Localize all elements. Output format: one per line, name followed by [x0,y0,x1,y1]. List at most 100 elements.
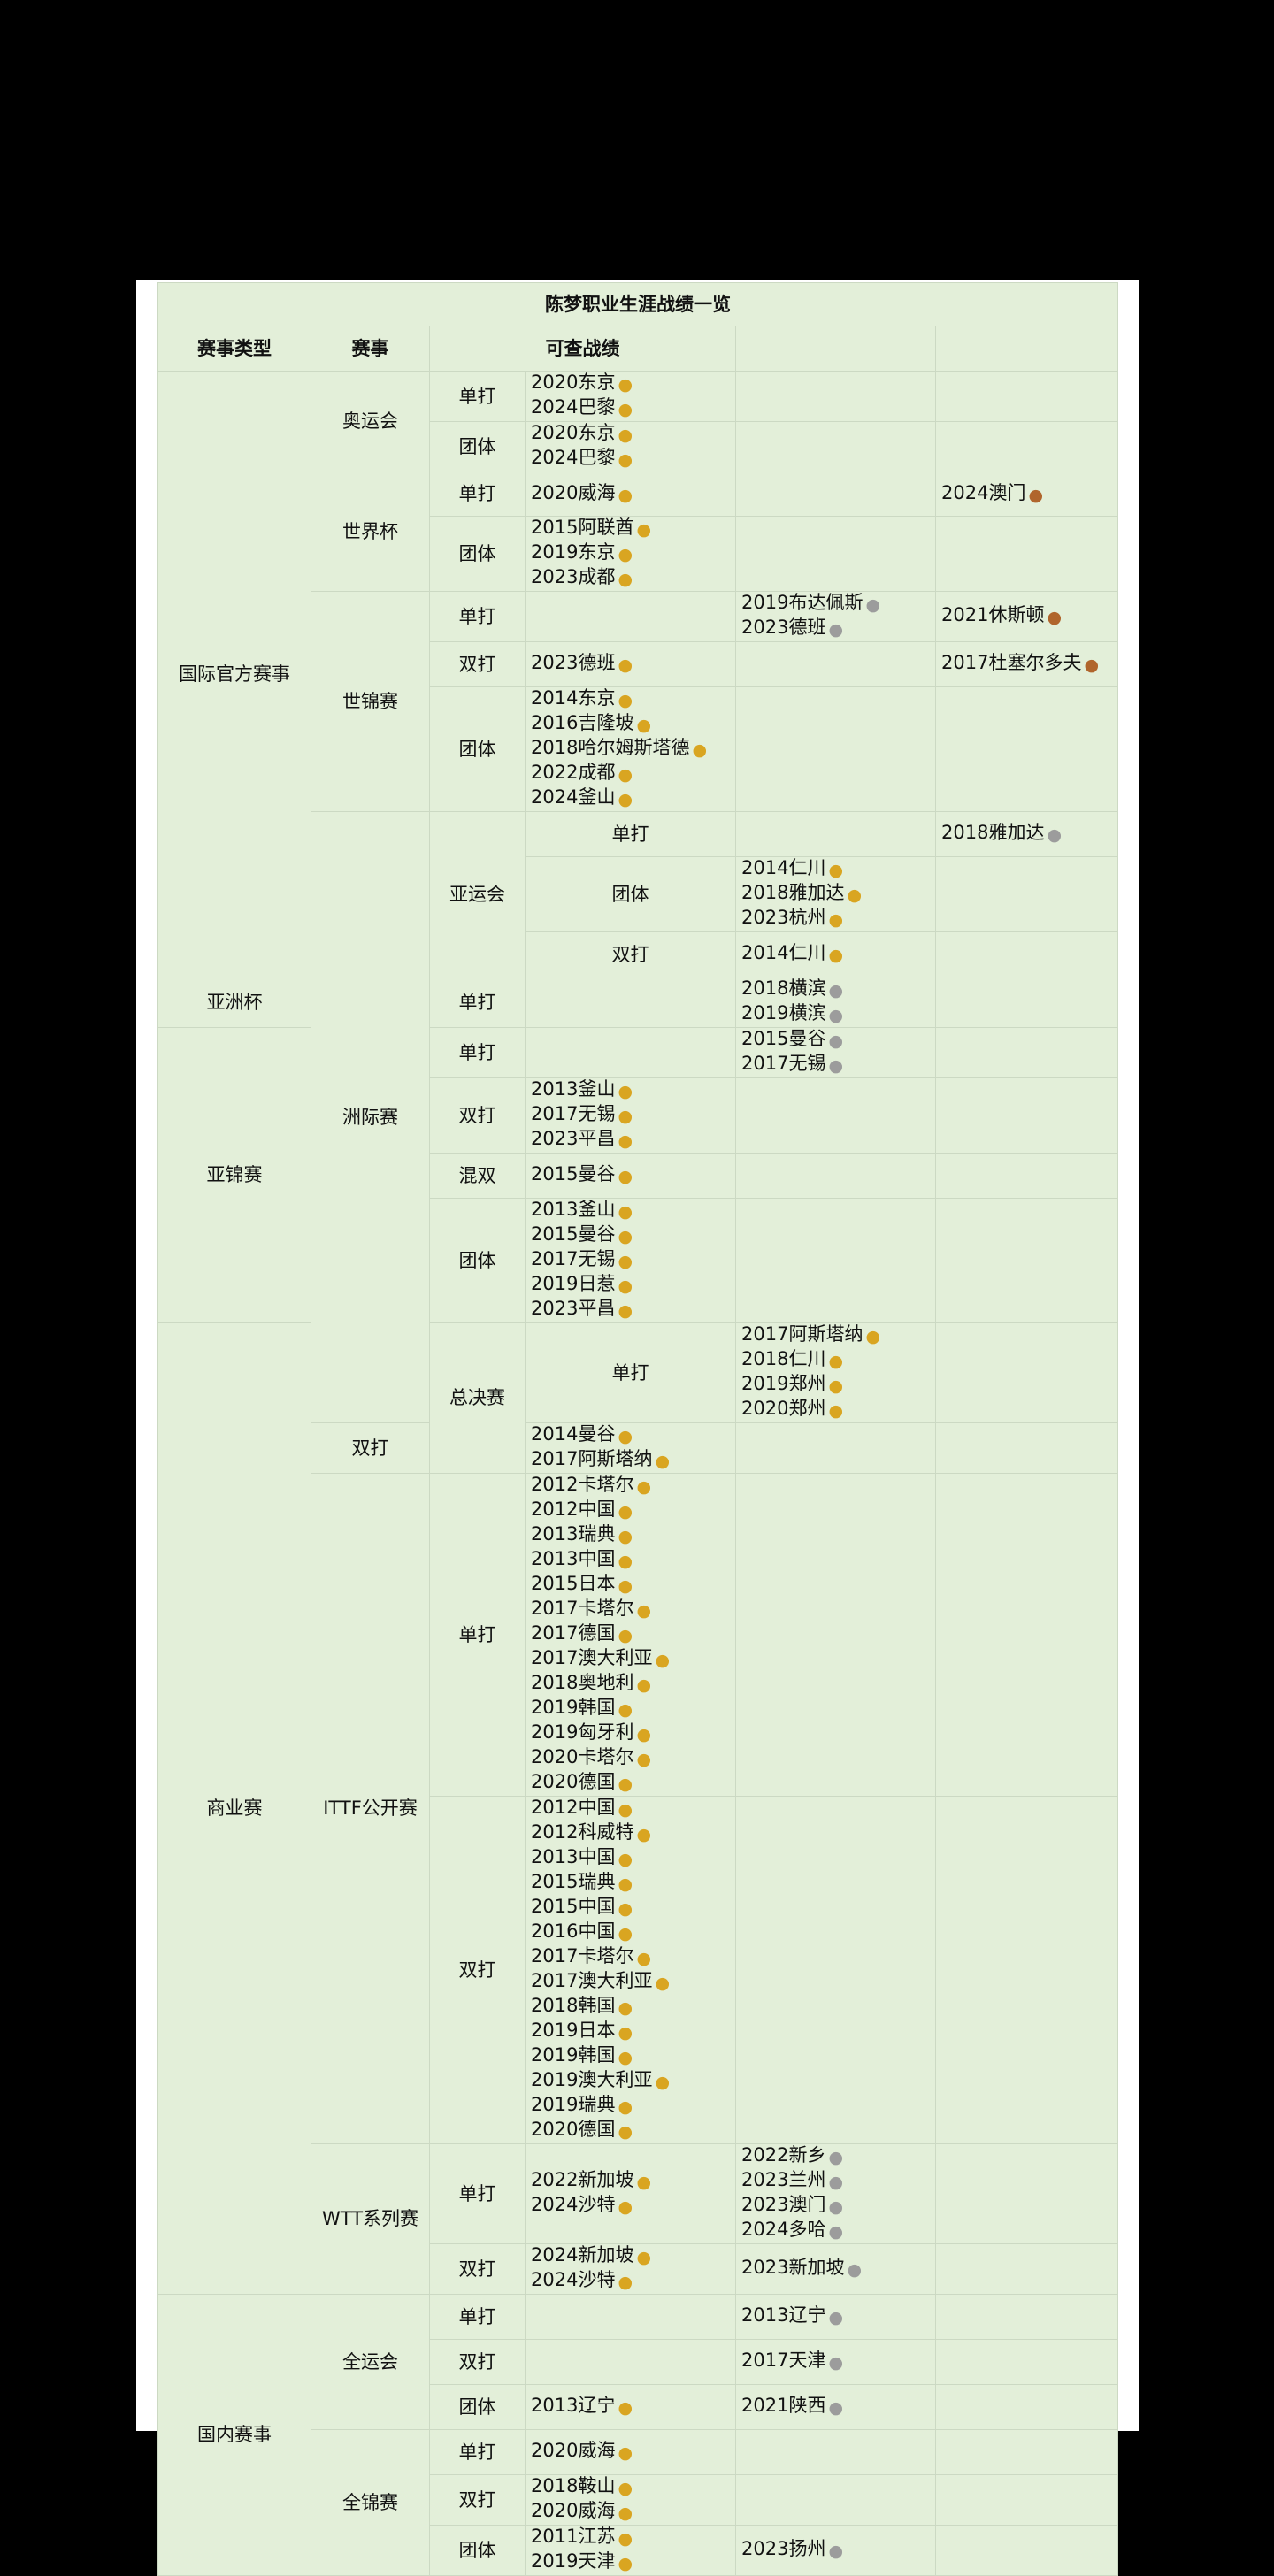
result-entry: 2017卡塔尔 ● [531,1598,735,1622]
bronze-results-cell [934,421,1119,472]
table-row: 亚锦赛 单打 2015曼谷 ● 2017无锡 ● [157,1027,1119,1323]
result-text: 2023平昌 [531,1298,616,1319]
discipline-cell: 团体 [429,421,526,472]
bronze-results-cell: 2017杜塞尔多夫 ● [934,641,1119,687]
result-text: 2020东京 [531,422,616,444]
discipline-cell: 单打 [525,1322,736,1423]
silver-results-cell [735,371,936,422]
bronze-results-cell [934,1796,1119,2144]
table-row: 亚洲杯 单打 2018横滨 ● 2019横滨 ● [157,977,1119,1028]
result-text: 2017卡塔尔 [531,1598,634,1619]
result-entry: 2017无锡 ● [741,1053,935,1077]
result-entry: 2015日本 ● [531,1573,735,1598]
gold-medal-icon: ● [618,2398,633,2418]
table-row: 国内赛事 全运会 单打 2013辽宁 ● [157,2294,1119,2576]
event-type-cell: 国内赛事 [157,2294,311,2576]
silver-results-cell: 2022新乡 ● 2023兰州 ● 2023澳门 ● 2024多哈 ● [735,2143,936,2244]
result-entry: 2020威海 ● [531,2440,735,2465]
result-entry: 2020威海 ● [531,482,735,507]
discipline-cell: 团体 [429,2384,526,2430]
gold-medal-icon: ● [618,1527,633,1546]
gold-medal-icon: ● [618,765,633,785]
bronze-results-cell [934,2294,1119,2340]
gold-results-cell: 2017阿斯塔纳 ● 2018仁川 ● 2019郑州 ● 2020郑州 ● [735,1322,936,1423]
discipline-cell: 双打 [525,932,736,978]
gold-medal-icon: ● [618,1800,633,1820]
gold-medal-icon: ● [618,426,633,445]
result-text: 2023德班 [531,652,616,673]
gold-medal-icon: ● [618,1775,633,1794]
silver-results-cell: 2018雅加达 ● [934,811,1119,857]
event-name-cell: 亚锦赛 [157,1027,311,1323]
discipline-cell: 单打 [429,472,526,517]
event-type-cell: 洲际赛 [311,811,430,1423]
silver-results-cell [735,421,936,472]
gold-results-cell: 2014曼谷 ● 2017阿斯塔纳 ● [525,1422,736,1474]
header-empty-silver [735,326,936,372]
result-entry: 2021休斯顿 ● [941,604,1117,629]
bronze-results-cell [934,1077,1119,1154]
result-text: 2017阿斯塔纳 [741,1323,863,1346]
silver-results-cell: 2013辽宁 ● [735,2294,936,2340]
result-entry: 2019瑞典 ● [531,2094,735,2119]
result-entry: 2024巴黎 ● [531,396,735,421]
title-row: 陈梦职业生涯战绩一览 [157,282,1119,326]
gold-medal-icon: ● [618,2273,633,2292]
gold-results-cell: 2023德班 ● [525,641,736,687]
result-text: 2018仁川 [741,1348,826,1369]
gold-medal-icon: ● [618,375,633,395]
result-text: 2017杜塞尔多夫 [941,652,1082,673]
event-name-cell: 全运会 [311,2294,430,2430]
result-entry: 2020卡塔尔 ● [531,1746,735,1771]
result-text: 2013釜山 [531,1199,616,1221]
bronze-results-cell [934,1027,1119,1078]
result-entry: 2011江苏 ● [531,2526,735,2551]
event-name-cell: 奥运会 [311,371,430,472]
gold-medal-icon: ● [618,656,633,675]
bronze-results-cell [934,2525,1119,2576]
gold-medal-icon: ● [636,1601,652,1621]
gold-results-cell: 2013釜山 ● 2017无锡 ● 2023平昌 ● [525,1077,736,1154]
gold-results-cell [525,2294,736,2340]
gold-medal-icon: ● [865,1327,881,1346]
gold-results-cell: 2024新加坡 ● 2024沙特 ● [525,2243,736,2295]
table-row: 世锦赛 单打 2019布达佩斯 ● 2023德班 ● 2021休斯顿 ● [158,591,1119,812]
table-row: 双打 2012中国 ● 2012科威特 ● 2013中国 ● 2015瑞典 ● 2015中国 ● 20… [158,1796,1119,2144]
silver-results-cell [934,856,1119,932]
silver-medal-icon: ● [828,2148,844,2167]
gold-results-cell: 2022新加坡 ● 2024沙特 ● [525,2143,736,2244]
gold-results-cell: 2020东京 ● 2024巴黎 ● [525,421,736,472]
silver-results-cell [735,1796,936,2144]
bronze-results-cell [934,2243,1119,2295]
result-text: 2023成都 [531,566,616,587]
gold-medal-icon: ● [828,946,844,965]
result-entry: 2017德国 ● [531,1622,735,1647]
result-text: 2022成都 [531,762,616,783]
result-entry: 2022成都 ● [531,762,735,786]
result-text: 2019韩国 [531,1697,616,1718]
result-entry: 2013中国 ● [531,1548,735,1573]
gold-results-cell: 2014仁川 ● [735,932,936,978]
bronze-results-cell [934,2384,1119,2430]
result-text: 2023平昌 [531,1128,616,1149]
silver-results-cell [735,2474,936,2526]
gold-medal-icon: ● [618,1850,633,1869]
bronze-results-cell [934,2143,1119,2244]
result-text: 2015曼谷 [531,1223,616,1245]
gold-medal-icon: ● [618,2197,633,2217]
table-row: 团体 2013辽宁 ● 2021陕西 ● [158,2384,1119,2430]
result-text: 2020东京 [531,372,616,394]
silver-medal-icon: ● [828,1006,844,1025]
result-text: 2019布达佩斯 [741,592,863,614]
table-row: 双打 2017天津 ● [158,2339,1119,2385]
gold-medal-icon: ● [618,545,633,564]
gold-medal-icon: ● [636,1725,652,1744]
result-text: 2024多哈 [741,2219,826,2240]
result-entry: 2020郑州 ● [741,1398,935,1422]
result-text: 2017无锡 [741,1053,826,1074]
table-title: 陈梦职业生涯战绩一览 [157,282,1119,326]
table-row: 双打 2014曼谷 ● 2017阿斯塔纳 ● [158,1422,1119,1474]
silver-medal-icon: ● [828,2308,844,2327]
discipline-cell: 单打 [429,2429,526,2475]
gold-medal-icon: ● [636,520,652,540]
